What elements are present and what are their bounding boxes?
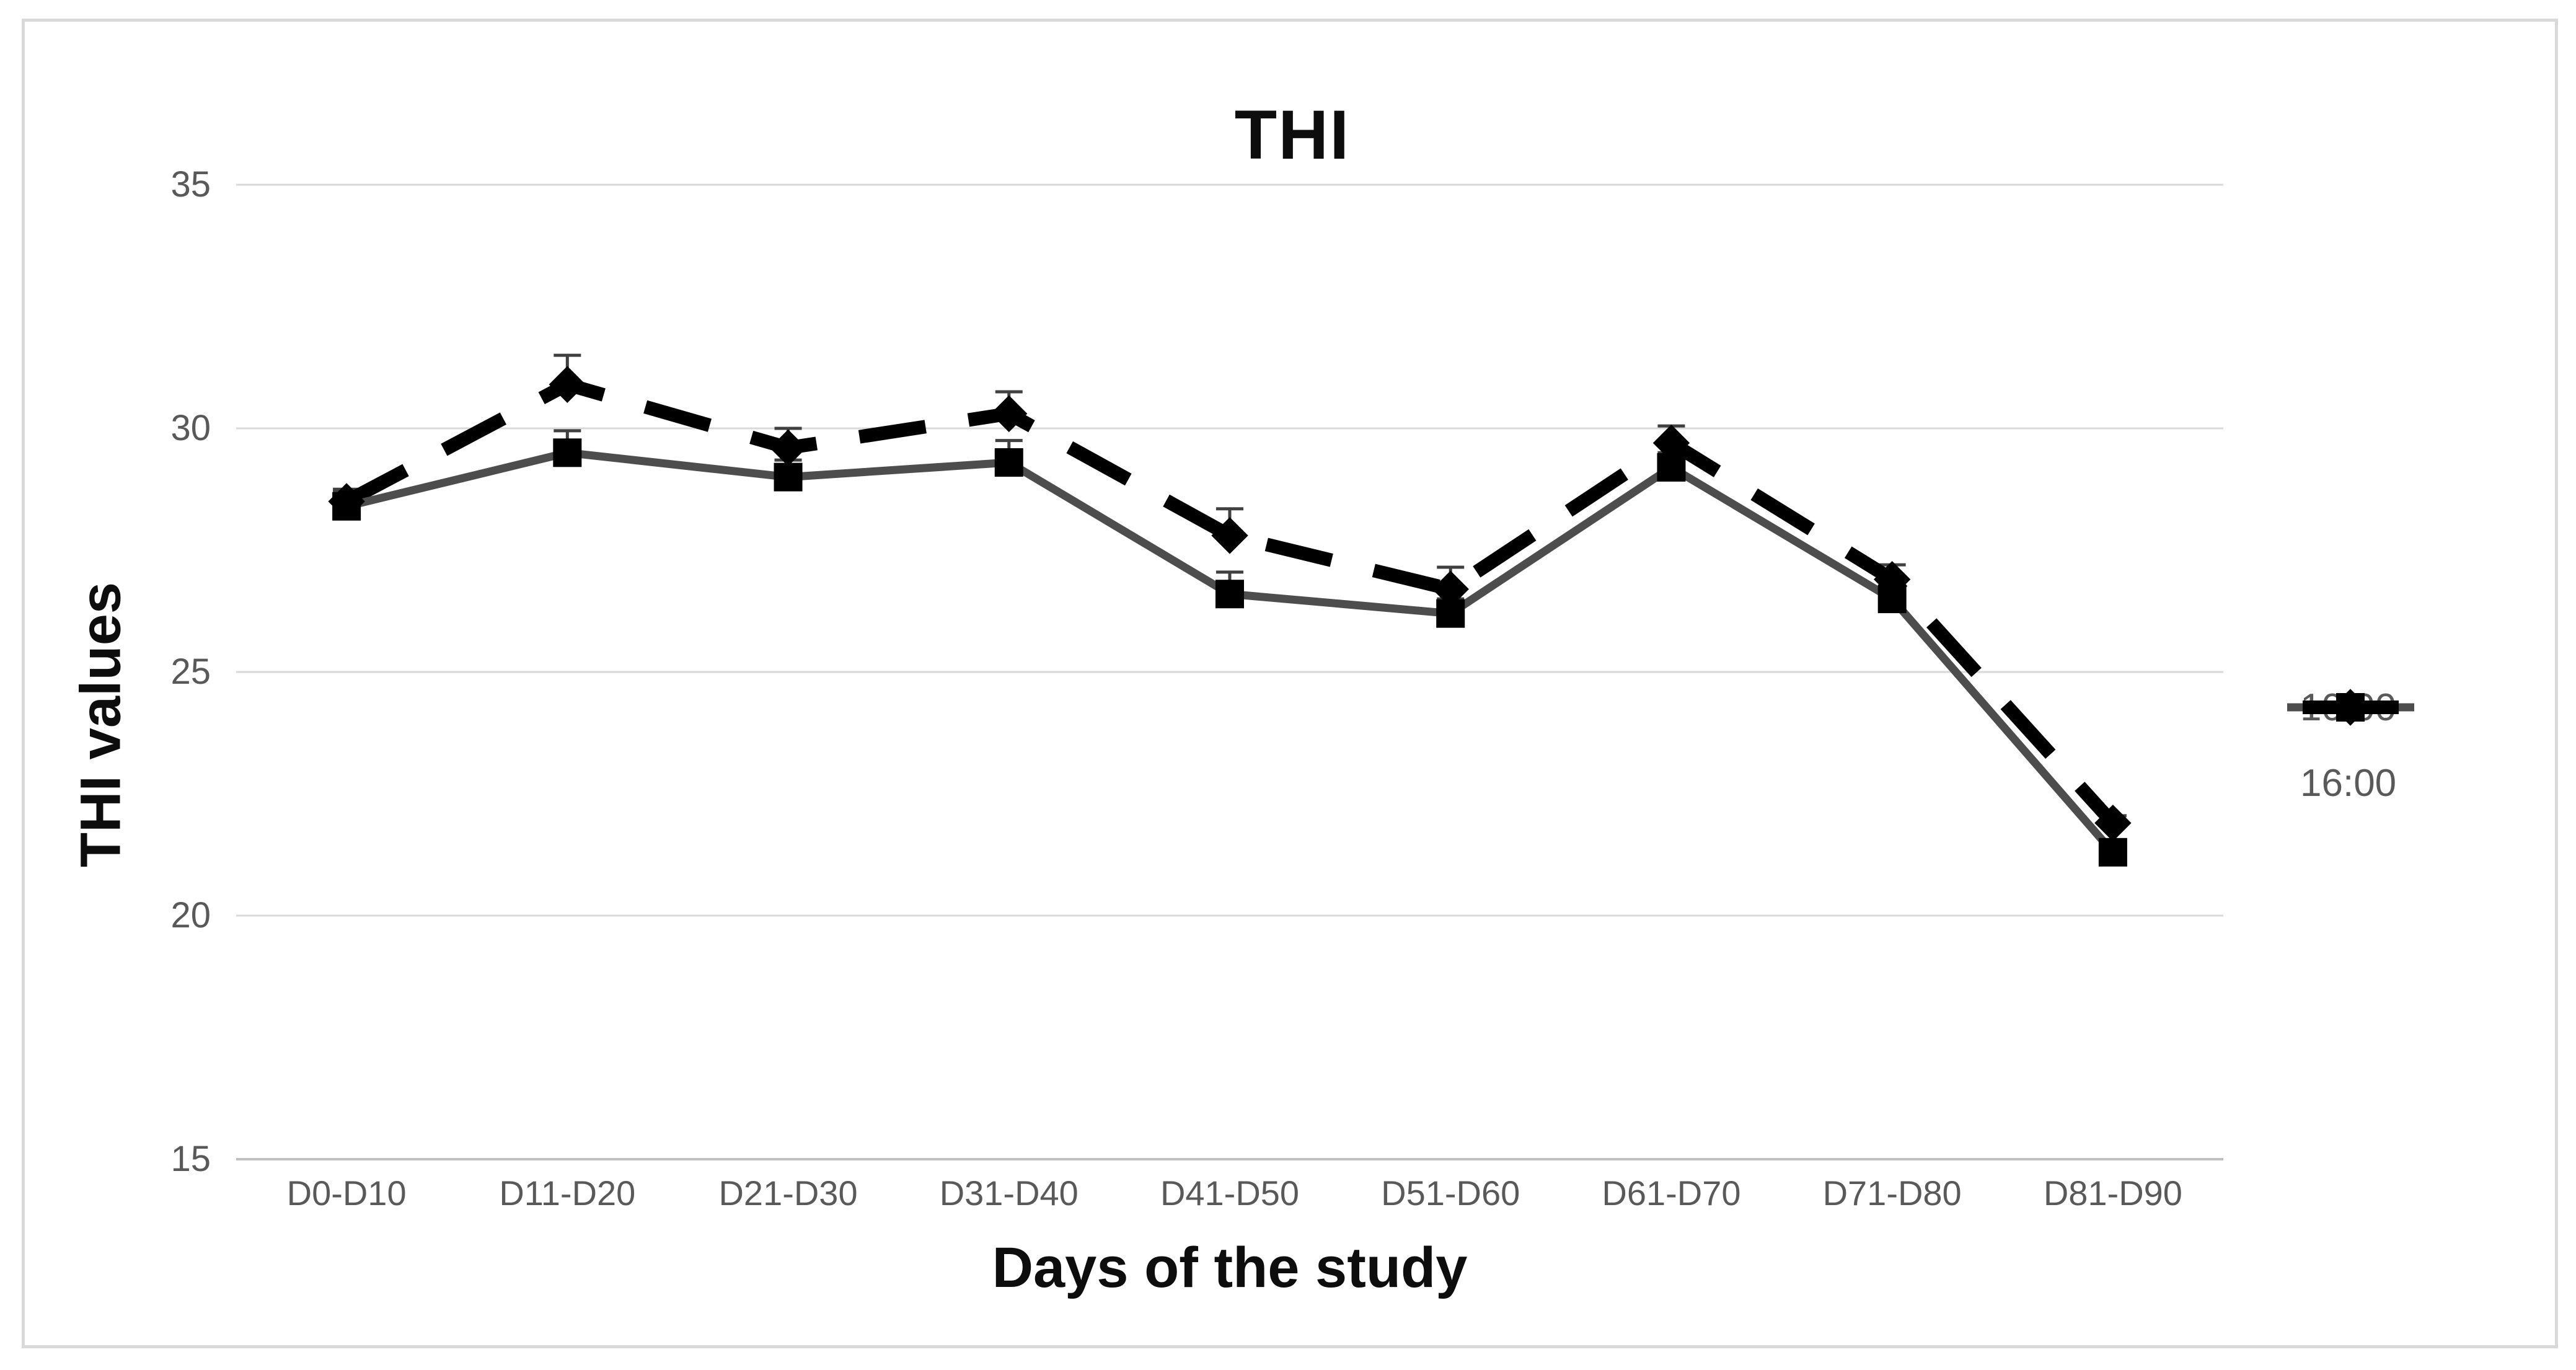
x-tick-label: D51-D60 xyxy=(1381,1173,1520,1213)
x-tick-label: D11-D20 xyxy=(499,1173,636,1213)
x-tick-label: D61-D70 xyxy=(1602,1173,1741,1213)
x-tick-label: D21-D30 xyxy=(718,1173,858,1213)
y-tick-label: 15 xyxy=(170,1139,211,1179)
marker-square xyxy=(1657,453,1686,482)
y-tick-label: 20 xyxy=(170,895,211,935)
marker-diamond xyxy=(2094,804,2132,842)
marker-square xyxy=(1215,580,1244,609)
marker-square xyxy=(2098,837,2127,867)
marker-square xyxy=(1877,585,1907,614)
legend-label: 16:00 xyxy=(2300,761,2397,805)
legend: 10:0016:00 xyxy=(2284,685,2551,836)
marker-square xyxy=(1436,599,1465,628)
chart-frame: THI THI values Days of the study 10:0016… xyxy=(22,19,2558,1348)
marker-square xyxy=(994,448,1023,477)
plot-area xyxy=(236,183,2223,1160)
legend-key-icon xyxy=(2303,689,2399,726)
y-tick-label: 35 xyxy=(170,164,211,205)
x-tick-label: D41-D50 xyxy=(1160,1173,1300,1213)
y-tick-label: 30 xyxy=(170,408,211,448)
marker-diamond xyxy=(1432,570,1469,608)
x-tick-label: D71-D80 xyxy=(1822,1173,1962,1213)
y-tick-label: 25 xyxy=(170,652,211,692)
marker-square xyxy=(774,462,803,492)
x-axis-title: Days of the study xyxy=(992,1236,1468,1299)
marker-square xyxy=(553,438,582,467)
chart-title: THI xyxy=(1234,96,1351,174)
x-tick-label: D81-D90 xyxy=(2043,1173,2182,1213)
x-tick-label: D31-D40 xyxy=(939,1173,1078,1213)
marker-diamond xyxy=(1652,424,1690,462)
marker-square xyxy=(332,492,361,521)
legend-item-1600: 16:00 xyxy=(2284,689,2551,805)
x-tick-label: D0-D10 xyxy=(286,1173,407,1213)
